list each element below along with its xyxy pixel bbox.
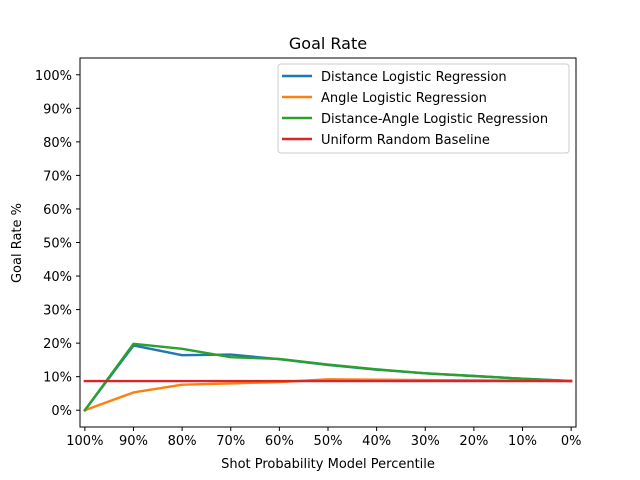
legend-label-1: Distance Logistic Regression bbox=[321, 70, 507, 85]
x-tick-label: 10% bbox=[508, 434, 537, 449]
legend-label-2: Angle Logistic Regression bbox=[321, 91, 487, 106]
y-tick-label: 10% bbox=[43, 371, 72, 386]
legend-box bbox=[277, 63, 570, 154]
x-tick-label: 0% bbox=[561, 434, 582, 449]
y-tick-label: 80% bbox=[43, 136, 72, 151]
legend-label-4: Uniform Random Baseline bbox=[321, 133, 490, 148]
series-lines bbox=[83, 342, 573, 412]
x-tick-label: 60% bbox=[265, 434, 294, 449]
y-tick-label: 40% bbox=[43, 270, 72, 285]
x-tick-label: 30% bbox=[411, 434, 440, 449]
x-tick-label: 40% bbox=[362, 434, 391, 449]
x-tick-label: 90% bbox=[119, 434, 148, 449]
y-tick-label: 70% bbox=[43, 169, 72, 184]
x-tick-label: 50% bbox=[314, 434, 343, 449]
y-tick-label: 20% bbox=[43, 337, 72, 352]
legend: Distance Logistic Regression Angle Logist… bbox=[277, 63, 570, 154]
x-tick-label: 20% bbox=[459, 434, 488, 449]
x-tick-label: 80% bbox=[168, 434, 197, 449]
chart-title: Goal Rate bbox=[289, 34, 367, 53]
y-tick-label: 90% bbox=[43, 102, 72, 117]
y-axis-ticks: 0% 10% 20% 30% 40% 50% 60% 70% 80% 90% 100% bbox=[35, 69, 80, 419]
series-line-3 bbox=[83, 342, 573, 412]
y-tick-label: 60% bbox=[43, 203, 72, 218]
x-axis-title: Shot Probability Model Percentile bbox=[221, 457, 435, 472]
y-tick-label: 100% bbox=[35, 69, 72, 84]
x-axis-ticks: 100% 90% 80% 70% 60% 50% 40% 30% 20% 10% 0% bbox=[66, 427, 581, 449]
y-tick-label: 50% bbox=[43, 237, 72, 252]
y-tick-label: 0% bbox=[51, 404, 72, 419]
x-tick-label: 70% bbox=[216, 434, 245, 449]
y-tick-label: 30% bbox=[43, 304, 72, 319]
y-axis-title: Goal Rate % bbox=[10, 203, 25, 283]
legend-label-3: Distance-Angle Logistic Regression bbox=[321, 112, 548, 127]
x-tick-label: 100% bbox=[66, 434, 103, 449]
